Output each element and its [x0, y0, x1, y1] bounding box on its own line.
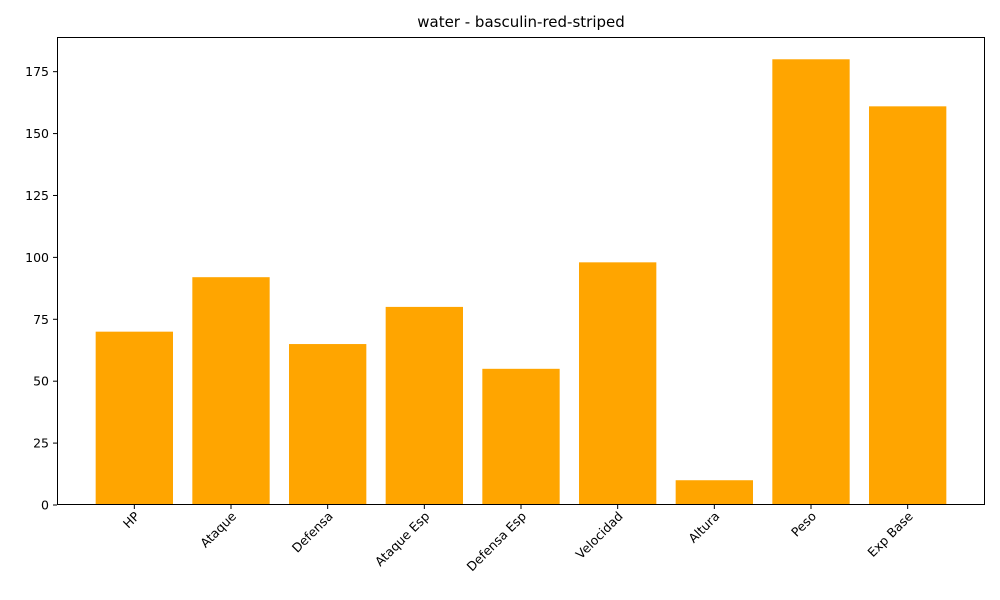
- y-tick-label: 0: [41, 498, 49, 513]
- y-tick-label: 150: [25, 126, 49, 141]
- y-tick-label: 125: [25, 188, 49, 203]
- bar-velocidad: [579, 262, 657, 505]
- x-tick-label: HP: [120, 508, 143, 531]
- x-tick-label: Peso: [788, 509, 819, 540]
- bar-peso: [772, 59, 850, 506]
- y-tick-label: 75: [33, 312, 49, 327]
- plot-frame: [57, 37, 985, 505]
- y-tick-label: 25: [33, 436, 49, 451]
- x-tick-label: Altura: [685, 509, 722, 546]
- x-axis: HP Ataque Defensa Ataque Esp Defensa Esp Velo…: [120, 505, 916, 574]
- x-tick-label: Velocidad: [573, 509, 626, 562]
- bar-ataque-esp: [385, 306, 463, 505]
- x-tick-label: Defensa: [289, 509, 336, 556]
- bar-altura: [675, 480, 753, 505]
- x-tick-label: Ataque Esp: [372, 508, 433, 569]
- bar-ataque: [192, 277, 270, 505]
- bars-group: [95, 59, 947, 506]
- chart-title: water - basculin-red-striped: [417, 13, 625, 31]
- bar-exp-base: [869, 106, 947, 505]
- bar-defensa-esp: [482, 368, 560, 505]
- y-tick-label: 175: [25, 64, 49, 79]
- y-axis: 0 25 50 75 100 125 150 175: [25, 64, 57, 513]
- x-tick-label: Exp Base: [864, 508, 916, 560]
- y-tick-label: 50: [33, 374, 49, 389]
- x-tick-label: Ataque: [197, 508, 239, 550]
- y-tick-label: 100: [25, 250, 49, 265]
- bar-defensa: [289, 344, 367, 505]
- bar-hp: [95, 331, 173, 505]
- x-tick-label: Defensa Esp: [463, 508, 529, 574]
